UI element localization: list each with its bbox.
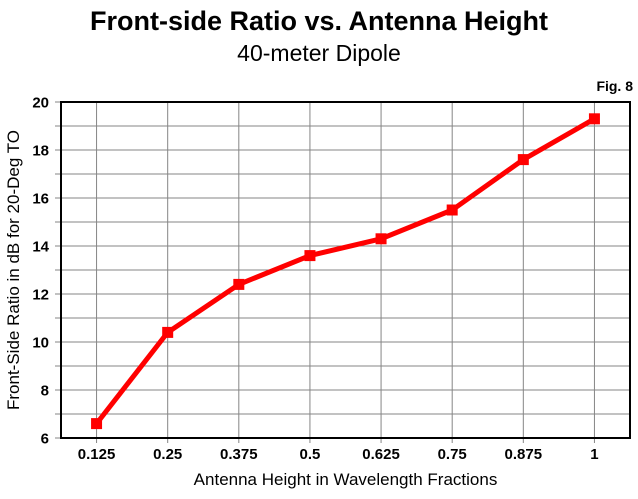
y-tick-label: 18 xyxy=(32,143,49,160)
y-tick-label: 14 xyxy=(32,239,49,256)
y-tick-label: 8 xyxy=(41,383,49,400)
data-point-marker xyxy=(91,418,103,430)
y-tick-label: 20 xyxy=(32,95,49,112)
x-tick-label: 0.5 xyxy=(300,446,321,463)
x-tick-label: 0.75 xyxy=(438,446,467,463)
data-point-marker xyxy=(375,233,387,245)
x-tick-label: 0.25 xyxy=(153,446,182,463)
plot-frame xyxy=(60,101,631,439)
y-tick-label: 16 xyxy=(32,191,49,208)
x-tick-label: 0.125 xyxy=(78,446,116,463)
data-point-marker xyxy=(162,326,174,338)
x-tick-label: 0.375 xyxy=(220,446,258,463)
x-tick-label: 0.875 xyxy=(505,446,543,463)
y-axis-title: Front-Side Ratio in dB for 20-Deg TO xyxy=(4,130,23,410)
data-point-marker xyxy=(304,250,316,262)
y-tick-label: 12 xyxy=(32,287,49,304)
x-tick-label: 0.625 xyxy=(362,446,400,463)
series-line xyxy=(94,116,597,427)
figure-number-label: Fig. 8 xyxy=(596,78,633,94)
data-point-marker xyxy=(588,113,600,125)
y-tick-label: 6 xyxy=(41,431,49,448)
data-point-marker xyxy=(446,204,458,216)
chart-subtitle: 40-meter Dipole xyxy=(237,40,401,66)
x-tick-label: 1 xyxy=(590,446,598,463)
data-point-marker xyxy=(233,278,245,290)
page-title: Front-side Ratio vs. Antenna Height xyxy=(89,6,549,36)
x-axis-title: Antenna Height in Wavelength Fractions xyxy=(194,470,498,489)
y-tick-label: 10 xyxy=(32,335,49,352)
data-point-marker xyxy=(517,154,529,166)
